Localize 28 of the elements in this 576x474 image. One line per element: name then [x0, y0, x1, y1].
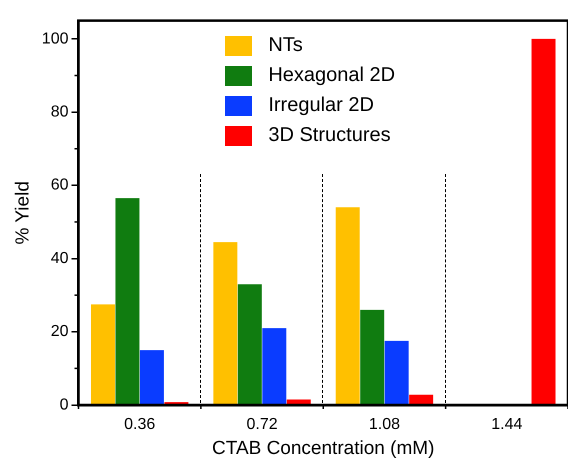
- bar: [384, 340, 409, 404]
- y-tick-label: 0: [60, 396, 69, 414]
- legend-label: Hexagonal 2D: [268, 64, 396, 88]
- x-tick-label: 1.08: [368, 416, 400, 434]
- y-tick-label: 40: [50, 250, 69, 267]
- bar: [409, 394, 434, 404]
- x-tick-label: 1.44: [491, 416, 522, 434]
- bar: [336, 207, 360, 404]
- x-tick-label: 0.72: [246, 416, 278, 434]
- bar: [213, 242, 238, 404]
- x-axis-title: CTAB Concentration (mM): [212, 438, 434, 459]
- x-tick-label: 0.36: [124, 416, 156, 434]
- bar: [532, 38, 556, 404]
- legend-label: Irregular 2D: [268, 94, 374, 118]
- bar: [238, 284, 262, 404]
- y-tick-label: 60: [50, 176, 69, 194]
- bar: [90, 304, 115, 404]
- bar: [140, 350, 164, 404]
- y-tick-label: 20: [50, 323, 69, 340]
- legend-label: 3D Structures: [268, 124, 391, 148]
- y-axis-title: % Yield: [12, 181, 34, 244]
- legend-label: NTs: [268, 34, 303, 58]
- bar: [360, 310, 384, 404]
- bar: [286, 400, 311, 404]
- y-tick-label: 100: [42, 30, 69, 48]
- bar: [262, 328, 286, 404]
- bar: [115, 198, 140, 404]
- y-tick-label: 80: [50, 104, 69, 121]
